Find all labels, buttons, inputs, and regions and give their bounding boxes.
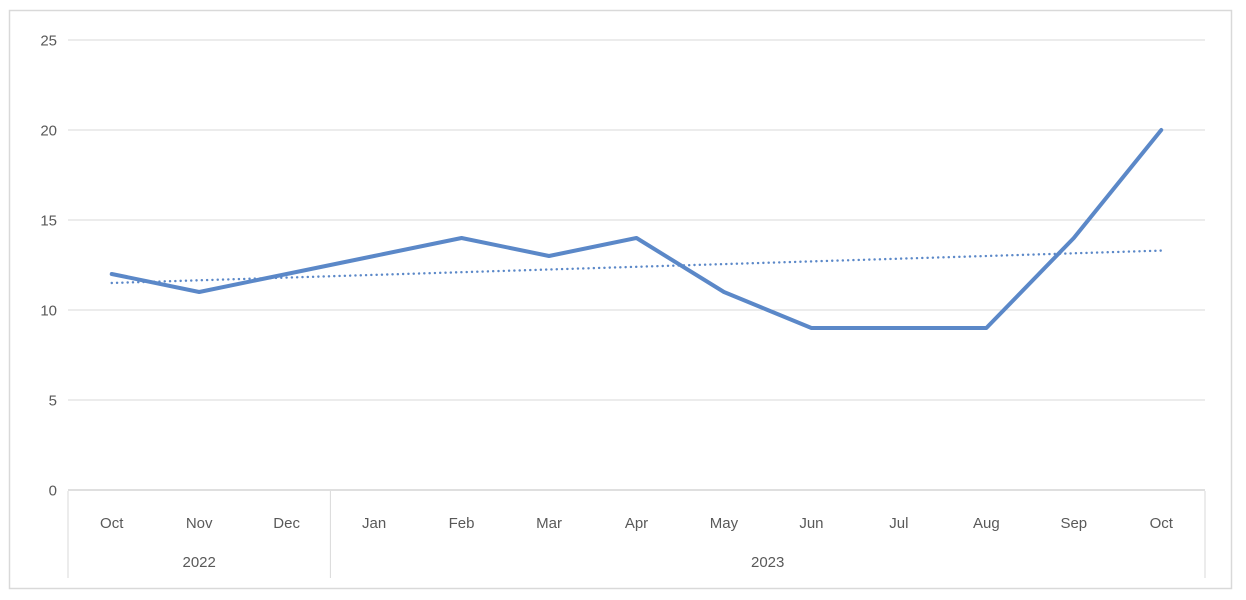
x-axis-month-label: Jul — [889, 515, 908, 532]
x-axis-month-label: Mar — [536, 515, 562, 532]
y-axis-labels: 0 5 10 15 20 25 — [40, 33, 57, 500]
x-axis-month-label: Dec — [273, 515, 300, 532]
y-axis-tick-label: 5 — [49, 393, 57, 410]
x-axis-month-label: Apr — [625, 515, 648, 532]
gridlines — [68, 39, 1205, 401]
x-axis-label-table: Oct Nov Dec Jan Feb Mar Apr May Jun Jul Aug Sep Oct 2… — [67, 491, 1206, 578]
x-axis-year-label: 2023 — [751, 554, 784, 571]
chart-border — [8, 9, 1233, 590]
trendline[interactable] — [110, 249, 1163, 285]
x-axis-month-label: Oct — [1150, 515, 1174, 532]
y-axis-tick-label: 10 — [40, 303, 57, 320]
x-axis-month-label: Oct — [100, 515, 124, 532]
x-axis-month-label: Aug — [973, 515, 1000, 532]
y-axis-tick-label: 20 — [40, 123, 57, 140]
y-axis-tick-label: 25 — [40, 33, 57, 50]
x-axis-month-label: Sep — [1060, 515, 1087, 532]
x-axis-year-label: 2022 — [183, 554, 216, 571]
x-axis-month-label: Nov — [186, 515, 213, 532]
x-axis-month-label: Jan — [362, 515, 386, 532]
data-series-line[interactable] — [109, 128, 1164, 330]
x-axis-month-label: Feb — [449, 515, 475, 532]
x-axis-month-label: May — [710, 515, 739, 532]
x-axis-month-label: Jun — [799, 515, 823, 532]
y-axis-tick-label: 0 — [49, 483, 57, 500]
y-axis-tick-label: 15 — [40, 213, 57, 230]
